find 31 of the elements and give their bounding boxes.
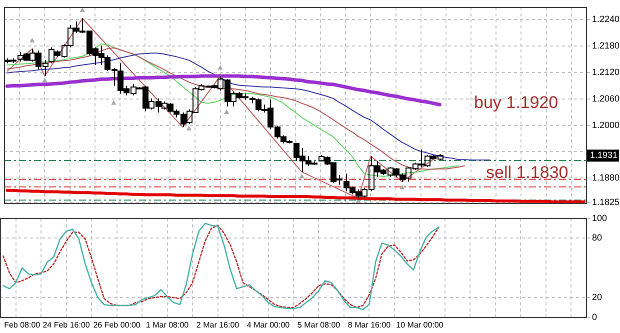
point <box>30 38 35 42</box>
y-tick-label: 1.2060 <box>592 93 620 104</box>
x-tick-label: 10 Mar 00:00 <box>396 320 444 330</box>
x-tick-label: 4 Mar 00:00 <box>246 320 290 330</box>
y-tick-label: 100 <box>592 212 608 223</box>
x-tick-label: 26 Feb 00:00 <box>93 320 141 330</box>
y-tick-label: 1.2180 <box>592 40 620 51</box>
y-tick-label: 80 <box>592 232 602 243</box>
annotation: buy 1.1920 <box>474 93 558 112</box>
y-tick-label: 1.2000 <box>592 120 620 130</box>
x-tick-label: 2 Mar 16:00 <box>196 320 240 330</box>
point <box>224 110 230 114</box>
point <box>111 100 116 105</box>
y-tick-label: 1.2240 <box>592 14 620 24</box>
x-tick-label: 5 Mar 08:00 <box>297 320 341 330</box>
point <box>218 65 223 70</box>
x-tick-label: 8 Mar 16:00 <box>348 320 392 330</box>
point <box>186 126 192 130</box>
point <box>299 174 304 178</box>
y-tick-label: 1.1825 <box>592 196 620 207</box>
point <box>42 78 48 82</box>
annotation: sell 1.1830 <box>486 163 568 182</box>
y-tick-label: 0 <box>592 312 598 322</box>
point <box>399 184 405 190</box>
x-tick-label: 24 Feb 16:00 <box>42 320 90 330</box>
x-tick-label: Feb 08:00 <box>4 320 41 330</box>
y-tick-label: 20 <box>592 292 602 302</box>
x-tick-label: 1 Mar 08:00 <box>146 320 190 330</box>
annotation: 1.1931 <box>590 150 618 160</box>
y-tick-label: 1.1880 <box>592 172 620 183</box>
y-tick-label: 1.2120 <box>592 66 620 77</box>
